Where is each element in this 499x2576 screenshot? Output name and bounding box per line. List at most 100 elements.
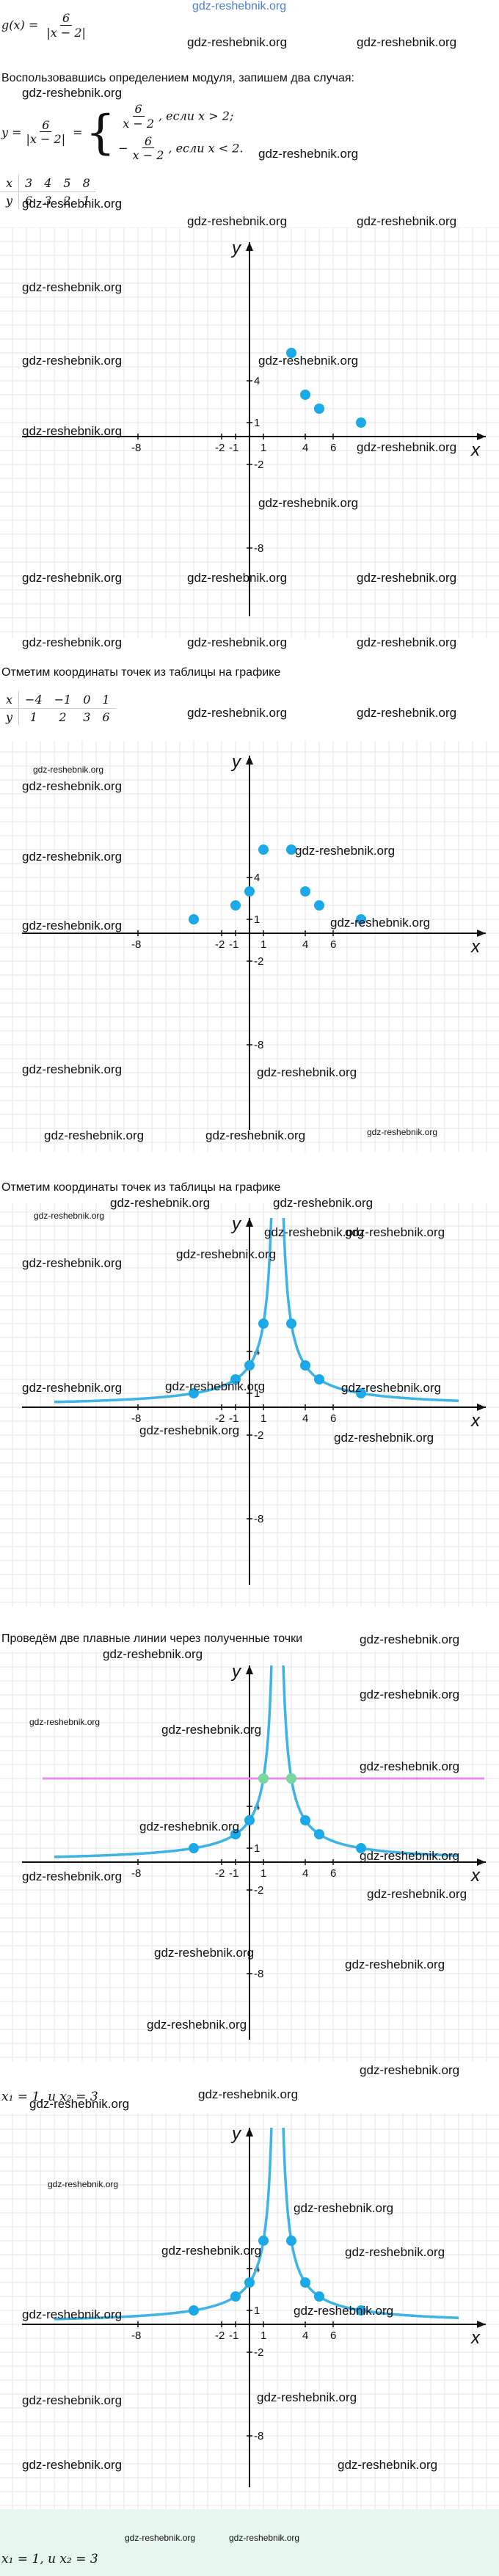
watermark: gdz-reshebnik.org bbox=[22, 197, 123, 211]
watermark: gdz-reshebnik.org bbox=[198, 2087, 299, 2101]
x-tick-label: 1 bbox=[261, 1867, 266, 1880]
x-axis-arrow bbox=[477, 1858, 486, 1866]
x-tick-label: 6 bbox=[330, 1867, 336, 1880]
watermark: gdz-reshebnik.org bbox=[22, 635, 123, 649]
watermark: gdz-reshebnik.org bbox=[294, 2304, 394, 2318]
watermark: gdz-reshebnik.org bbox=[22, 424, 123, 438]
watermark-small: gdz-reshebnik.org bbox=[125, 2533, 196, 2543]
watermark: gdz-reshebnik.org bbox=[257, 2390, 357, 2404]
data-point bbox=[189, 2305, 199, 2316]
watermark: gdz-reshebnik.org bbox=[22, 919, 123, 933]
watermark: gdz-reshebnik.org bbox=[161, 2244, 262, 2258]
watermark: gdz-reshebnik.org bbox=[258, 147, 359, 161]
data-point bbox=[300, 886, 310, 897]
case1-num: 6 bbox=[132, 103, 145, 117]
watermark: gdz-reshebnik.org bbox=[161, 1723, 262, 1737]
watermark: gdz-reshebnik.org bbox=[273, 1196, 374, 1210]
case1-den: x − 2 bbox=[123, 116, 154, 131]
y-tick-label: 1 bbox=[254, 417, 260, 429]
y-tick-label: -8 bbox=[254, 2430, 263, 2442]
data-point bbox=[356, 914, 366, 924]
grid bbox=[0, 1651, 499, 2062]
y-tick-label: 1 bbox=[254, 913, 260, 926]
y-tick-label: -2 bbox=[254, 459, 263, 471]
table-cell: 8 bbox=[76, 175, 96, 192]
table-cell: 3 bbox=[18, 175, 39, 192]
watermark: gdz-reshebnik.org bbox=[29, 2097, 130, 2111]
table-cell: 5 bbox=[57, 175, 77, 192]
y-tick-label: -8 bbox=[254, 542, 263, 555]
data-point bbox=[286, 1318, 296, 1329]
data-point bbox=[258, 1318, 269, 1329]
y-axis-label: y bbox=[230, 1662, 242, 1682]
data-point bbox=[300, 2277, 310, 2288]
watermark: gdz-reshebnik.org bbox=[22, 2393, 123, 2407]
data-point bbox=[258, 844, 269, 855]
values-table-1: x 3 4 5 8 y 6 3 2 1 bbox=[0, 175, 96, 209]
footer-band bbox=[0, 2509, 499, 2576]
case1-cond: если x > 2; bbox=[166, 109, 234, 123]
watermark: gdz-reshebnik.org bbox=[360, 2063, 460, 2077]
x-tick-label: 4 bbox=[302, 1867, 308, 1880]
table-cell: 3 bbox=[44, 194, 52, 208]
cases-den: |x − 2| bbox=[26, 132, 66, 147]
x-tick-label: 1 bbox=[261, 442, 266, 454]
x-tick-label: 6 bbox=[330, 442, 336, 454]
table-cell: 1 bbox=[29, 710, 37, 724]
y-tick-label: 1 bbox=[254, 1387, 260, 1400]
data-point bbox=[258, 2236, 269, 2246]
watermark-small: gdz-reshebnik.org bbox=[367, 1127, 438, 1137]
watermark: gdz-reshebnik.org bbox=[103, 1647, 203, 1661]
y-tick-label: 1 bbox=[254, 2305, 260, 2317]
x-tick-label: 6 bbox=[330, 1412, 336, 1425]
watermark: gdz-reshebnik.org bbox=[345, 1957, 445, 1971]
data-point bbox=[300, 390, 310, 400]
data-point bbox=[356, 417, 366, 428]
formula-den: |x − 2| bbox=[46, 25, 86, 40]
watermark: gdz-reshebnik.org bbox=[295, 844, 396, 858]
data-point bbox=[314, 2291, 324, 2302]
y-axis-label: y bbox=[230, 752, 242, 772]
data-point bbox=[286, 844, 296, 855]
watermark: gdz-reshebnik.org bbox=[22, 2458, 123, 2472]
data-point bbox=[189, 914, 199, 924]
watermark: gdz-reshebnik.org bbox=[258, 496, 359, 510]
watermark: gdz-reshebnik.org bbox=[258, 354, 359, 368]
watermark: gdz-reshebnik.org bbox=[360, 1849, 460, 1863]
watermark: gdz-reshebnik.org bbox=[187, 571, 288, 585]
data-point bbox=[356, 1843, 366, 1853]
table-label: x bbox=[0, 175, 20, 192]
watermark: gdz-reshebnik.org bbox=[187, 35, 288, 49]
watermark: gdz-reshebnik.org bbox=[187, 706, 288, 720]
watermark: gdz-reshebnik.org bbox=[22, 354, 123, 368]
x-tick-label: 6 bbox=[330, 2329, 336, 2342]
answer-1: x₁ = 1, и x₂ = 3 bbox=[1, 2090, 98, 2104]
y-axis-arrow bbox=[246, 756, 253, 765]
data-point bbox=[244, 1360, 255, 1371]
data-point bbox=[230, 900, 241, 911]
x-tick-label: 1 bbox=[261, 2329, 266, 2342]
x-tick-label: 4 bbox=[302, 442, 308, 454]
x-tick-label: -8 bbox=[131, 1412, 141, 1425]
y-axis-arrow bbox=[246, 1665, 253, 1674]
function-curve bbox=[282, 2128, 459, 2319]
x-tick-label: -1 bbox=[229, 2329, 238, 2342]
data-point bbox=[244, 1815, 255, 1825]
watermark: gdz-reshebnik.org bbox=[44, 1128, 145, 1142]
case2-sign: − bbox=[118, 141, 128, 156]
x-tick-label: -1 bbox=[229, 938, 238, 951]
y-tick-label: -8 bbox=[254, 1968, 263, 1980]
watermark-small: gdz-reshebnik.org bbox=[229, 2533, 300, 2543]
mark-text-2: Отметим координаты точек из таблицы на г… bbox=[1, 1181, 281, 1194]
watermark: gdz-reshebnik.org bbox=[357, 440, 457, 454]
y-tick-label: -2 bbox=[254, 1884, 263, 1897]
cases-num: 6 bbox=[40, 119, 52, 133]
x-tick-label: 1 bbox=[261, 938, 266, 951]
cases-lhs: y = bbox=[1, 125, 22, 140]
graph-2-all-points: x y -8 -2 -1 1 4 6 4 1 -2 -8 bbox=[0, 741, 499, 1152]
watermark: gdz-reshebnik.org bbox=[345, 2245, 445, 2259]
watermark: gdz-reshebnik.org bbox=[357, 706, 457, 720]
site-logo[interactable]: gdz-reshebnik.org bbox=[192, 0, 287, 12]
graph-4-intersection: xy-8 -2 -1 1 4 641-2-8 bbox=[0, 1651, 499, 2062]
watermark: gdz-reshebnik.org bbox=[22, 779, 123, 793]
